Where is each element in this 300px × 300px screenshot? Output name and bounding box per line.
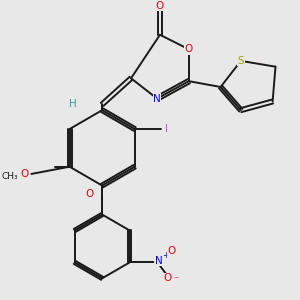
Text: O: O — [85, 189, 93, 199]
Text: N: N — [153, 94, 161, 103]
Text: N: N — [155, 256, 162, 266]
Text: O: O — [163, 273, 171, 283]
Text: O: O — [20, 169, 28, 179]
Text: H: H — [69, 99, 77, 110]
Text: O: O — [185, 44, 193, 54]
Text: O: O — [167, 246, 176, 256]
Text: ⁻: ⁻ — [173, 275, 178, 285]
Text: +: + — [162, 250, 169, 260]
Text: S: S — [238, 56, 244, 66]
Text: O: O — [156, 1, 164, 11]
Text: I: I — [165, 124, 168, 134]
Text: CH₃: CH₃ — [2, 172, 18, 181]
